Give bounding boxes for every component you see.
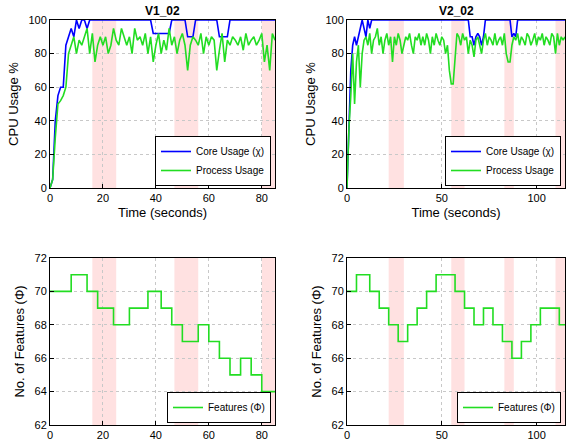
svg-text:V1_02: V1_02	[145, 4, 180, 18]
svg-text:70: 70	[35, 285, 47, 297]
svg-text:0: 0	[47, 429, 53, 441]
svg-text:62: 62	[332, 419, 344, 431]
svg-text:100: 100	[527, 192, 545, 204]
svg-text:62: 62	[35, 419, 47, 431]
svg-text:80: 80	[256, 429, 268, 441]
svg-text:60: 60	[203, 429, 215, 441]
svg-text:Process Usage: Process Usage	[486, 165, 554, 176]
svg-text:40: 40	[150, 192, 162, 204]
svg-text:64: 64	[35, 385, 47, 397]
svg-text:0: 0	[47, 192, 53, 204]
svg-text:Features (Φ): Features (Φ)	[498, 402, 555, 413]
svg-text:80: 80	[256, 192, 268, 204]
svg-text:80: 80	[35, 47, 47, 59]
svg-text:40: 40	[150, 429, 162, 441]
svg-text:60: 60	[332, 81, 344, 93]
svg-text:0: 0	[344, 192, 350, 204]
svg-text:60: 60	[203, 192, 215, 204]
svg-text:Process Usage: Process Usage	[196, 165, 264, 176]
svg-text:CPU Usage %: CPU Usage %	[303, 62, 318, 146]
svg-text:20: 20	[97, 429, 109, 441]
svg-text:68: 68	[35, 319, 47, 331]
svg-text:100: 100	[28, 14, 46, 26]
svg-text:50: 50	[436, 192, 448, 204]
svg-text:66: 66	[35, 352, 47, 364]
svg-text:Time (seconds): Time (seconds)	[411, 205, 500, 220]
svg-text:No. of Features (Φ): No. of Features (Φ)	[309, 285, 324, 397]
svg-text:40: 40	[35, 115, 47, 127]
svg-text:Core Usage (χ): Core Usage (χ)	[196, 146, 264, 157]
svg-text:Core Usage (χ): Core Usage (χ)	[486, 146, 554, 157]
svg-text:50: 50	[436, 429, 448, 441]
svg-text:20: 20	[332, 148, 344, 160]
svg-text:0: 0	[344, 429, 350, 441]
svg-text:Features (Φ): Features (Φ)	[208, 402, 265, 413]
svg-text:100: 100	[325, 14, 343, 26]
svg-text:80: 80	[332, 47, 344, 59]
svg-text:0: 0	[338, 182, 344, 194]
svg-text:72: 72	[332, 252, 344, 264]
svg-text:66: 66	[332, 352, 344, 364]
svg-text:CPU Usage %: CPU Usage %	[6, 62, 21, 146]
svg-text:64: 64	[332, 385, 344, 397]
svg-text:68: 68	[332, 319, 344, 331]
svg-text:0: 0	[41, 182, 47, 194]
svg-text:20: 20	[97, 192, 109, 204]
svg-text:100: 100	[527, 429, 545, 441]
svg-text:40: 40	[332, 115, 344, 127]
svg-text:60: 60	[35, 81, 47, 93]
svg-text:72: 72	[35, 252, 47, 264]
svg-text:Time (seconds): Time (seconds)	[118, 205, 207, 220]
svg-text:70: 70	[332, 285, 344, 297]
svg-text:V2_02: V2_02	[439, 4, 474, 18]
svg-text:No. of Features (Φ): No. of Features (Φ)	[12, 285, 27, 397]
svg-text:20: 20	[35, 148, 47, 160]
